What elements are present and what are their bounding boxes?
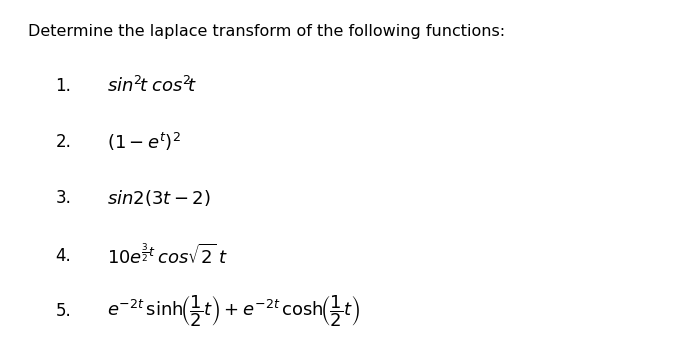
Text: $\mathit{(1-e^t)^2}$: $\mathit{(1-e^t)^2}$ [107,131,181,154]
Text: $e^{-2t}\,\mathrm{sinh}\!\left(\dfrac{1}{2}t\right)+e^{-2t}\,\mathrm{cosh}\!\lef: $e^{-2t}\,\mathrm{sinh}\!\left(\dfrac{1}… [107,293,361,329]
Text: Determine the laplace transform of the following functions:: Determine the laplace transform of the f… [28,24,504,39]
Text: 1.: 1. [55,77,71,96]
Text: $10e^{\frac{3}{2}t}\,\mathit{cos}\sqrt{2}\;t$: $10e^{\frac{3}{2}t}\,\mathit{cos}\sqrt{2… [107,244,229,268]
Text: $\mathit{sin2(3t-2)}$: $\mathit{sin2(3t-2)}$ [107,188,211,208]
Text: 5.: 5. [55,302,71,320]
Text: $\mathit{sin}^2\!t\;\mathit{cos}^2\!t$: $\mathit{sin}^2\!t\;\mathit{cos}^2\!t$ [107,76,198,97]
Text: 2.: 2. [55,133,71,152]
Text: 4.: 4. [55,247,71,265]
Text: 3.: 3. [55,189,71,207]
